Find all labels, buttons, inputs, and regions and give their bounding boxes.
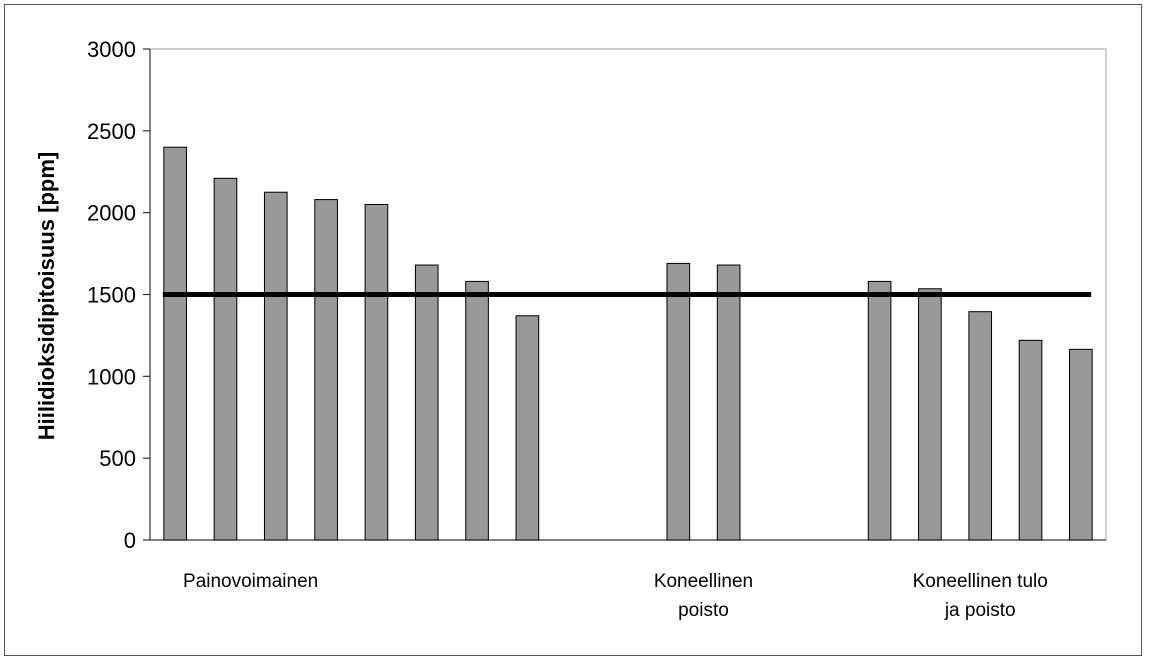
bar — [314, 199, 338, 541]
group-label-line: ja poisto — [944, 600, 1016, 621]
y-axis-title: Hiilidioksidipitoisuus [ppm] — [34, 152, 59, 440]
group-label: Koneellinen poisto — [654, 571, 753, 621]
group-label: Painovoimainen — [183, 571, 318, 592]
bar — [918, 288, 942, 541]
bar — [465, 280, 489, 541]
bar — [163, 146, 187, 541]
bars — [163, 146, 1093, 541]
y-tick-label: 1500 — [87, 283, 136, 308]
bar — [716, 264, 741, 541]
bar — [414, 264, 439, 541]
bar — [364, 203, 389, 541]
y-tick-label: 3000 — [87, 37, 136, 62]
group-label-line: Koneellinen — [654, 571, 753, 592]
y-tick-label: 500 — [99, 446, 136, 471]
y-tick-label: 0 — [124, 528, 136, 553]
bar — [263, 191, 288, 541]
labels: Painovoimainen Koneellinen poistoKoneellin… — [183, 571, 1048, 621]
group-label: Koneellinen tulo ja poisto — [913, 571, 1048, 621]
y-tick-label: 2500 — [87, 119, 136, 144]
bar — [1018, 339, 1043, 541]
group-label-line: poisto — [678, 600, 729, 621]
axes: 0 500 1000 1500 2000 2500 3000 — [87, 37, 1107, 553]
bar — [1069, 348, 1093, 541]
bar — [515, 315, 540, 541]
bar — [666, 262, 691, 541]
bar — [213, 177, 238, 541]
group-label-line: Koneellinen tulo — [913, 571, 1048, 592]
bar — [867, 280, 892, 541]
bar — [968, 311, 993, 541]
chart-frame — [4, 4, 1142, 656]
y-tick-label: 2000 — [87, 201, 136, 226]
y-tick-label: 1000 — [87, 364, 136, 389]
group-label-line: Painovoimainen — [183, 571, 318, 592]
